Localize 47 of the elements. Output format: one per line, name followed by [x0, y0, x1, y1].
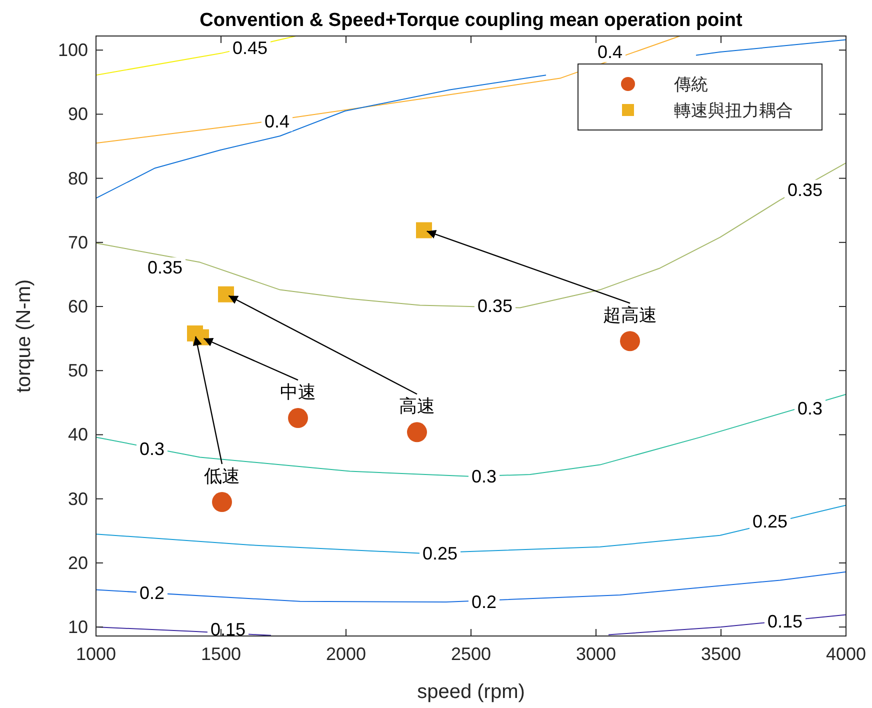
y-tick-label: 30 — [68, 488, 88, 509]
chart-title: Convention & Speed+Torque coupling mean operation point — [200, 10, 744, 31]
point — [212, 492, 232, 512]
x-tick-label: 3000 — [576, 644, 616, 664]
point — [218, 286, 234, 302]
annotation: 0.3 — [797, 398, 823, 418]
annotation: 0.25 — [422, 543, 458, 564]
y-tick-label: 50 — [68, 360, 88, 381]
point — [620, 331, 640, 352]
legend-label: 傳統 — [673, 75, 708, 94]
y-tick-label: 90 — [68, 104, 88, 124]
annotation: 0.35 — [477, 296, 513, 316]
y-tick-label: 40 — [68, 424, 88, 445]
y-tick-label: 60 — [68, 296, 88, 317]
annotation: 0.3 — [471, 466, 497, 486]
annotation: 0.25 — [752, 511, 788, 532]
y-tick-label: 80 — [68, 168, 88, 188]
x-tick-label: 4000 — [826, 644, 866, 664]
annotation: 0.15 — [767, 611, 803, 632]
y-tick-label: 70 — [68, 232, 88, 252]
annotation: 0.35 — [147, 257, 183, 278]
x-tick-label: 3500 — [700, 644, 742, 664]
y-tick-label: 100 — [58, 40, 88, 60]
annotation: 0.2 — [139, 583, 165, 604]
legend-label: 轉速與扭力耦合 — [674, 101, 793, 120]
point — [416, 222, 432, 238]
annotation: 0.3 — [139, 438, 165, 459]
annotation: 0.35 — [787, 180, 823, 200]
x-tick-label: 1500 — [200, 644, 242, 664]
x-tick-label: 2000 — [326, 644, 366, 664]
y-tick-label: 20 — [68, 552, 88, 573]
y-axis-title: torque (N-m) — [13, 279, 35, 393]
annotation: 0.15 — [210, 620, 246, 640]
y-tick-label: 10 — [68, 617, 88, 638]
annotation: 超高速 — [603, 305, 657, 326]
x-tick-label: 2500 — [450, 644, 492, 664]
annotation: 中速 — [280, 382, 316, 402]
annotation: 低速 — [204, 466, 240, 486]
annotation: 0.4 — [264, 111, 290, 132]
point — [288, 408, 308, 428]
annotation: 0.4 — [597, 42, 623, 62]
annotation: 高速 — [399, 396, 435, 416]
x-tick-label: 1000 — [76, 644, 116, 664]
annotation: 0.45 — [232, 38, 268, 58]
annotation: 0.2 — [471, 592, 497, 612]
x-axis-title: speed (rpm) — [417, 681, 525, 703]
point — [407, 422, 427, 442]
